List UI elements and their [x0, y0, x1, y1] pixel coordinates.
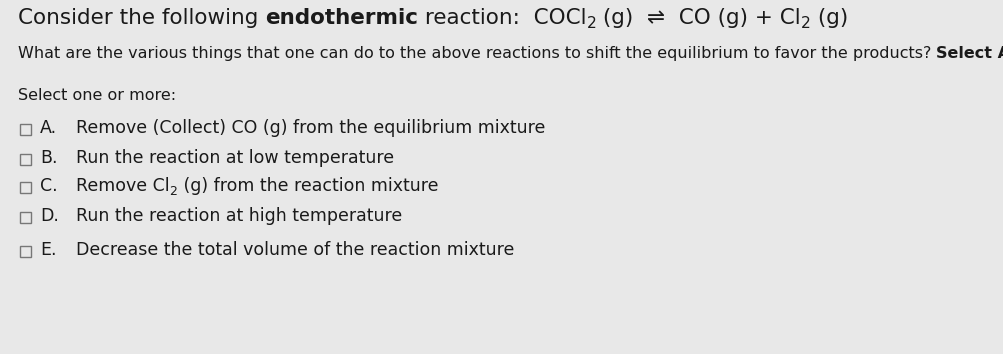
- Text: Remove (Collect) CO (g) from the equilibrium mixture: Remove (Collect) CO (g) from the equilib…: [76, 119, 545, 137]
- Text: reaction:  COCl: reaction: COCl: [418, 8, 586, 28]
- Text: Decrease the total volume of the reaction mixture: Decrease the total volume of the reactio…: [76, 241, 514, 259]
- Text: E.: E.: [40, 241, 56, 259]
- Text: A.: A.: [40, 119, 57, 137]
- Text: Select one or more:: Select one or more:: [18, 88, 176, 103]
- Text: Select ALL that apply: Select ALL that apply: [936, 46, 1003, 61]
- Text: B.: B.: [40, 149, 57, 167]
- Text: (g)  ⇌  CO (g) + Cl: (g) ⇌ CO (g) + Cl: [596, 8, 800, 28]
- Text: (g) from the reaction mixture: (g) from the reaction mixture: [178, 177, 437, 195]
- Text: Run the reaction at high temperature: Run the reaction at high temperature: [76, 207, 402, 225]
- Text: 2: 2: [170, 185, 178, 198]
- Text: D.: D.: [40, 207, 59, 225]
- Text: 2: 2: [586, 16, 596, 31]
- Text: endothermic: endothermic: [265, 8, 418, 28]
- Text: Consider the following: Consider the following: [18, 8, 265, 28]
- Text: (g): (g): [810, 8, 848, 28]
- Text: What are the various things that one can do to the above reactions to shift the : What are the various things that one can…: [18, 46, 936, 61]
- Text: Run the reaction at low temperature: Run the reaction at low temperature: [76, 149, 394, 167]
- Text: C.: C.: [40, 177, 57, 195]
- Text: Remove Cl: Remove Cl: [76, 177, 170, 195]
- Text: 2: 2: [800, 16, 810, 31]
